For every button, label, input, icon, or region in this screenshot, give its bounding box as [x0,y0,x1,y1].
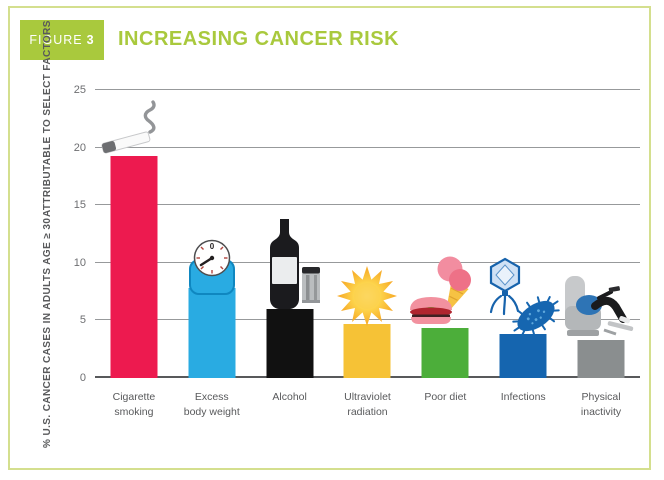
bar-cigarette-smoking [110,155,158,378]
bar-infections [499,334,547,378]
y-tick-label-5: 5 [79,314,86,327]
burger-and-ice-cream-icon [410,256,472,325]
bar-alcohol [266,308,314,378]
bar-ultraviolet-radiation [343,323,391,378]
gridline-15 [95,204,640,206]
svg-text:0: 0 [210,242,215,251]
chart-column-physical-inactivity: Physical inactivity [562,90,640,418]
x-label-alcohol: Alcohol [272,391,307,403]
person-in-recliner-icon [565,275,634,336]
chart-column-alcohol: Alcohol [251,90,329,403]
scale-icon: 0 [188,239,235,296]
y-tick-label-0: 0 [79,372,86,384]
x-label-physical-inactivity: Physical inactivity [580,391,622,418]
x-label-excess-body-weight: Excess body weight [183,391,240,418]
figure-word: FIGURE [29,33,83,47]
figure-badge: FIGURE 3 [20,20,104,60]
virus-and-bacterium-icon [490,257,560,337]
x-label-cigarette-smoking: Cigarette smoking [112,391,156,418]
bar-poor-diet [421,328,469,378]
y-axis-title-line2: ATTRIBUTABLE TO SELECT FACTORS [42,20,53,218]
x-label-infections: Infections [500,391,546,403]
y-axis-title: % U.S. CANCER CASES IN ADULTS AGE ≥ 30 A… [30,20,66,447]
y-tick-label-25: 25 [73,84,86,96]
bar-chart-plot-area: 0 5 10 15 20 25 Cigarette smoking 0 Excess body… [74,84,640,418]
gridline-10 [95,261,640,263]
chart-column-poor-diet: Poor diet [406,90,484,403]
page-title: INCREASING CANCER RISK [118,28,400,50]
figure-panel: FIGURE 3 INCREASING CANCER RISK % U.S. C… [8,6,651,470]
y-tick-label-10: 10 [73,256,86,269]
bar-excess-body-weight [188,288,236,378]
wine-bottle-and-can-icon [269,218,320,309]
chart-column-excess-body-weight: 0 Excess body weight [173,90,251,418]
chart-column-ultraviolet-radiation: Ultraviolet radiation [329,90,407,418]
bar-physical-inactivity [577,339,625,378]
y-axis-title-line1: % U.S. CANCER CASES IN ADULTS AGE ≥ 30 [42,217,53,448]
x-label-poor-diet: Poor diet [424,391,467,403]
y-tick-label-15: 15 [73,199,86,212]
chart-column-infections: Infections [484,90,562,403]
gridline-25 [95,89,640,90]
chart-column-cigarette-smoking: Cigarette smoking [95,90,173,418]
figure-number: 3 [86,33,95,47]
sun-icon [337,265,398,326]
x-label-ultraviolet-radiation: Ultraviolet radiation [344,391,391,418]
cigarette-icon [101,99,156,154]
y-tick-label-20: 20 [73,141,86,154]
gridline-20 [95,146,640,148]
